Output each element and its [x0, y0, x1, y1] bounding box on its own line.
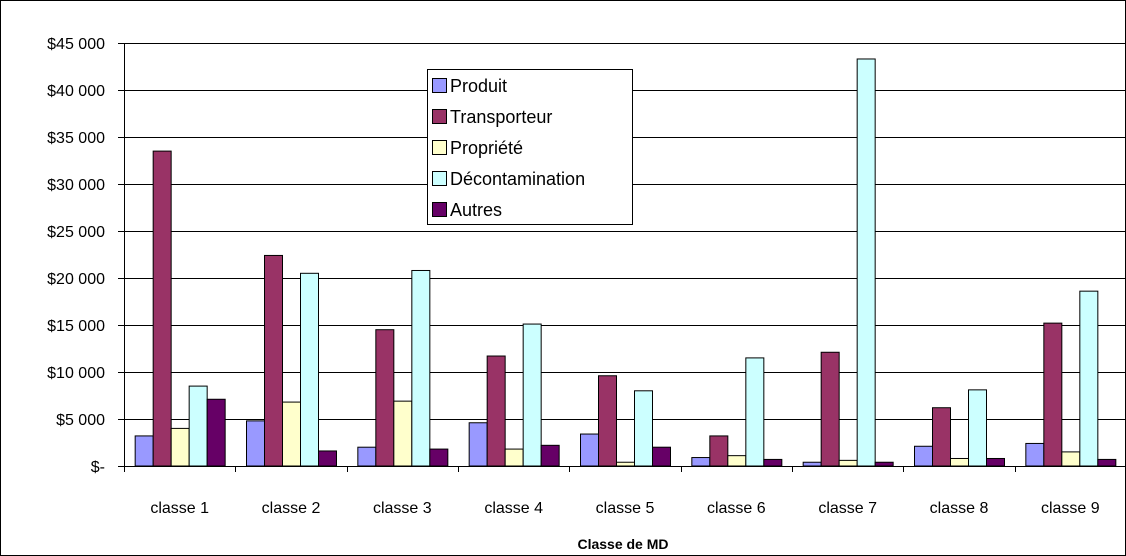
bar-group — [1025, 290, 1117, 467]
bar — [429, 448, 449, 467]
bars — [134, 58, 1117, 467]
legend-label: Autres — [450, 200, 502, 220]
bar — [264, 254, 283, 467]
legend-entry: Autres — [432, 200, 502, 220]
legend-swatch — [432, 171, 447, 186]
x-tick-label: classe 4 — [484, 500, 543, 517]
bar-group — [246, 254, 337, 467]
bar — [170, 427, 190, 467]
legend-box — [427, 69, 633, 225]
bar — [691, 457, 711, 467]
bar — [634, 390, 653, 467]
bar-group — [802, 58, 894, 467]
bar — [468, 422, 488, 467]
bar — [318, 450, 337, 467]
bar — [1079, 290, 1099, 467]
bar — [802, 461, 822, 467]
bar — [375, 329, 395, 467]
bar — [652, 446, 671, 467]
bar — [393, 400, 413, 467]
bar — [300, 272, 319, 467]
x-tick-label: classe 3 — [373, 500, 432, 517]
legend-entry: Transporteur — [432, 107, 552, 127]
axes — [118, 43, 1126, 472]
bar — [357, 446, 377, 467]
x-tick-label: classe 2 — [262, 500, 321, 517]
y-tick-label: $45 000 — [47, 36, 105, 53]
bar — [874, 461, 894, 467]
bar — [504, 448, 524, 467]
bar — [932, 407, 951, 467]
y-tick-label: $- — [91, 459, 105, 476]
y-tick-label: $15 000 — [47, 318, 105, 335]
legend-swatch — [432, 140, 447, 155]
legend-label: Produit — [450, 76, 507, 96]
y-tick-label: $35 000 — [47, 130, 105, 147]
bar — [763, 458, 783, 467]
x-tick-labels: classe 1 classe 2 classe 3 classe 4 classe 5… — [150, 500, 1099, 517]
legend-entry: Produit — [432, 76, 507, 96]
legend-label: Propriété — [450, 138, 523, 158]
bar — [914, 445, 933, 467]
bar — [152, 150, 172, 467]
bar — [206, 398, 226, 467]
legend-items: Produit Transporteur Propriété Décontaminat… — [432, 76, 585, 220]
bar — [709, 435, 729, 467]
bar — [727, 455, 747, 467]
bar — [1043, 322, 1063, 467]
bar — [838, 459, 858, 467]
bar-group — [691, 357, 783, 467]
y-tick-label: $20 000 — [47, 271, 105, 288]
bar — [968, 389, 987, 467]
legend-swatch — [432, 109, 447, 124]
x-tick-label: classe 6 — [707, 500, 766, 517]
bar — [856, 58, 876, 467]
bar — [820, 351, 840, 467]
legend: Produit Transporteur Propriété Décontaminat… — [427, 69, 633, 225]
legend-entry: Propriété — [432, 138, 523, 158]
y-tick-labels: $- $5 000 $10 000 $15 000 $20 000 $25 000 $30 … — [47, 36, 105, 476]
bar-group — [134, 150, 226, 467]
bar — [745, 357, 765, 467]
legend-label: Transporteur — [450, 107, 552, 127]
bar — [540, 444, 560, 467]
bar — [134, 435, 154, 467]
legend-swatch — [432, 202, 447, 217]
bar — [616, 461, 635, 467]
bar — [522, 323, 542, 467]
bar — [598, 375, 617, 467]
legend-entry: Décontamination — [432, 169, 585, 189]
y-tick-label: $30 000 — [47, 177, 105, 194]
x-tick-label: classe 7 — [818, 500, 877, 517]
bar — [1061, 451, 1081, 467]
y-tick-label: $10 000 — [47, 365, 105, 382]
bar — [246, 420, 265, 467]
x-tick-label: classe 1 — [150, 500, 209, 517]
bar — [986, 457, 1005, 467]
bar — [486, 355, 506, 467]
y-tick-label: $5 000 — [56, 412, 105, 429]
bar — [1025, 442, 1045, 467]
bar — [282, 401, 301, 467]
legend-swatch — [432, 78, 447, 93]
x-tick-label: classe 8 — [930, 500, 989, 517]
bar-group — [357, 269, 449, 467]
x-axis-title: Classe de MD — [577, 536, 668, 552]
bar — [950, 457, 969, 467]
bar — [1097, 458, 1117, 467]
bar — [411, 269, 431, 467]
x-tick-label: classe 5 — [596, 500, 655, 517]
bar — [580, 433, 599, 467]
bar — [188, 385, 208, 467]
y-tick-label: $25 000 — [47, 224, 105, 241]
bar-group — [580, 375, 671, 467]
y-tick-label: $40 000 — [47, 83, 105, 100]
x-tick-label: classe 9 — [1041, 500, 1100, 517]
legend-label: Décontamination — [450, 169, 585, 189]
